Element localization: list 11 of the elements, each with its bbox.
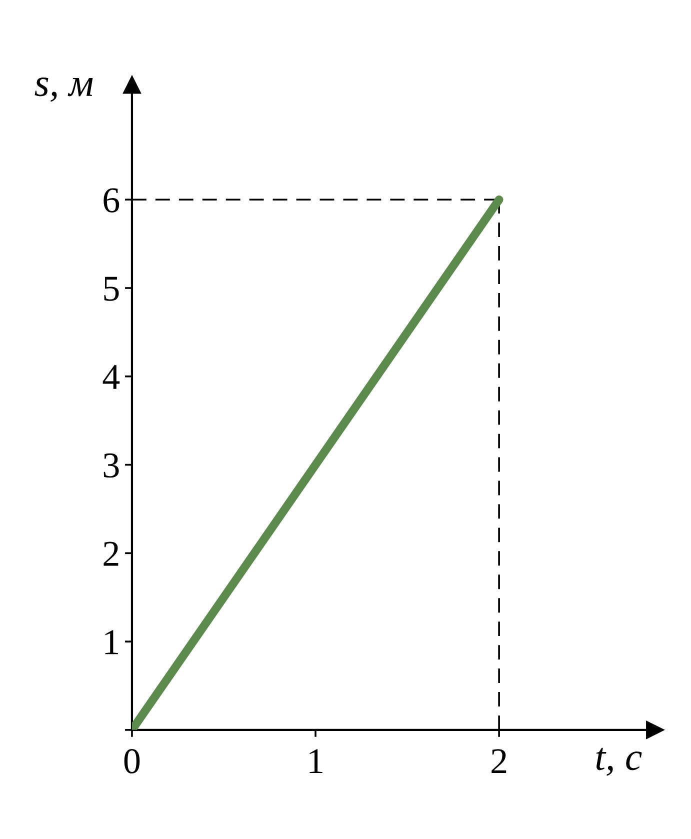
y-tick-label: 3: [104, 453, 119, 478]
y-tick-label: 5: [104, 276, 119, 301]
x-axis-title: t, с: [596, 748, 642, 776]
y-tick-label: 2: [104, 542, 118, 566]
x-tick-label: 2: [492, 749, 506, 774]
y-tick-label: 1: [105, 630, 118, 654]
x-tick-label: 0: [124, 749, 140, 774]
y-axis-title: s, м: [34, 77, 93, 102]
y-tick-label: 6: [104, 188, 120, 213]
y-tick-label: 4: [102, 365, 120, 389]
x-tick-label: 1: [310, 749, 322, 774]
